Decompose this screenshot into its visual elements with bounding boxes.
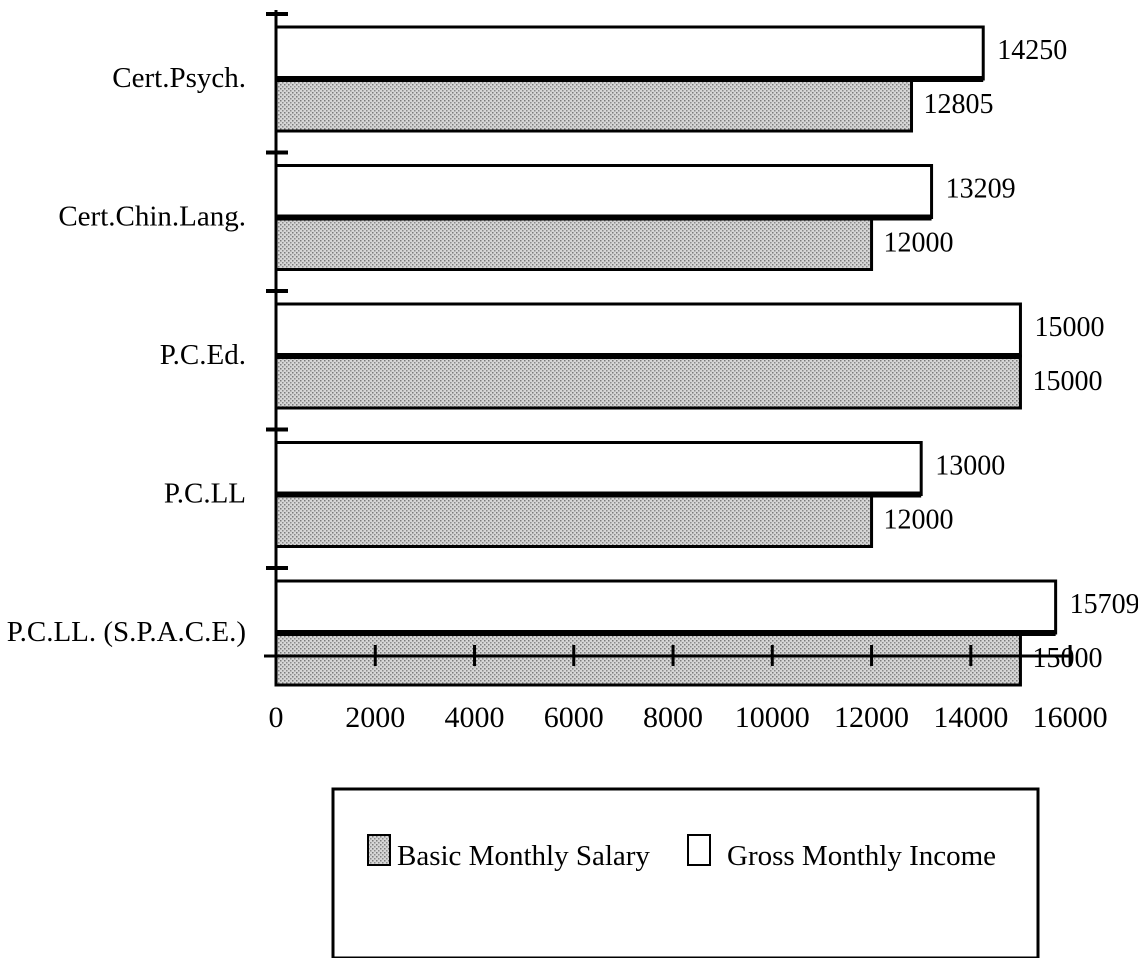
x-tick-labels: 0 2000 4000 6000 8000 10000 12000 14000 16000 <box>269 701 1108 734</box>
value-label-basic-0: 12805 <box>924 89 994 120</box>
x-tick-label-7: 14000 <box>933 701 1008 734</box>
value-label-basic-2: 15000 <box>1032 366 1102 397</box>
category-label-1: Cert.Chin.Lang. <box>58 201 246 233</box>
value-label-basic-1: 12000 <box>884 228 954 259</box>
axes <box>264 10 1072 666</box>
category-labels: Cert.Psych. Cert.Chin.Lang. P.C.Ed. P.C.LL P… <box>7 62 246 648</box>
value-label-gross-0: 14250 <box>997 35 1067 66</box>
bar-basic-2 <box>274 354 1022 410</box>
bar-basic-1 <box>274 216 874 271</box>
value-label-gross-4: 15709 <box>1070 589 1138 620</box>
legend: Basic Monthly Salary Gross Monthly Incom… <box>331 787 1040 958</box>
x-tick-label-4: 8000 <box>643 701 703 734</box>
category-label-0: Cert.Psych. <box>112 62 246 94</box>
x-tick-label-8: 16000 <box>1033 701 1108 734</box>
legend-swatch-gross <box>687 834 711 866</box>
x-tick-label-5: 10000 <box>735 701 810 734</box>
category-label-4: P.C.LL. (S.P.A.C.E.) <box>7 616 246 648</box>
legend-label-gross: Gross Monthly Income <box>727 840 996 872</box>
category-label-2: P.C.Ed. <box>160 339 246 371</box>
x-tick-label-3: 6000 <box>544 701 604 734</box>
x-tick-label-0: 0 <box>269 701 284 734</box>
value-label-gross-2: 15000 <box>1034 312 1104 343</box>
x-tick-label-2: 4000 <box>445 701 505 734</box>
value-label-gross-3: 13000 <box>935 451 1005 482</box>
bar-basic-0 <box>274 77 914 133</box>
legend-label-basic: Basic Monthly Salary <box>397 840 650 872</box>
bar-basic-4 <box>274 631 1022 687</box>
legend-swatch-basic <box>367 834 391 866</box>
bar-gross-1 <box>274 164 934 219</box>
value-label-gross-1: 13209 <box>946 174 1016 205</box>
category-label-3: P.C.LL <box>164 478 246 510</box>
bar-gross-4 <box>274 579 1058 635</box>
value-label-basic-4: 15000 <box>1032 643 1102 674</box>
x-tick-label-1: 2000 <box>345 701 405 734</box>
x-tick-label-6: 12000 <box>834 701 909 734</box>
bar-group <box>274 25 1058 687</box>
legend-frame <box>331 787 1040 958</box>
bar-gross-0 <box>274 25 985 81</box>
value-label-basic-3: 12000 <box>884 505 954 536</box>
bar-gross-2 <box>274 302 1022 358</box>
bar-basic-3 <box>274 493 874 548</box>
bar-gross-3 <box>274 441 923 496</box>
